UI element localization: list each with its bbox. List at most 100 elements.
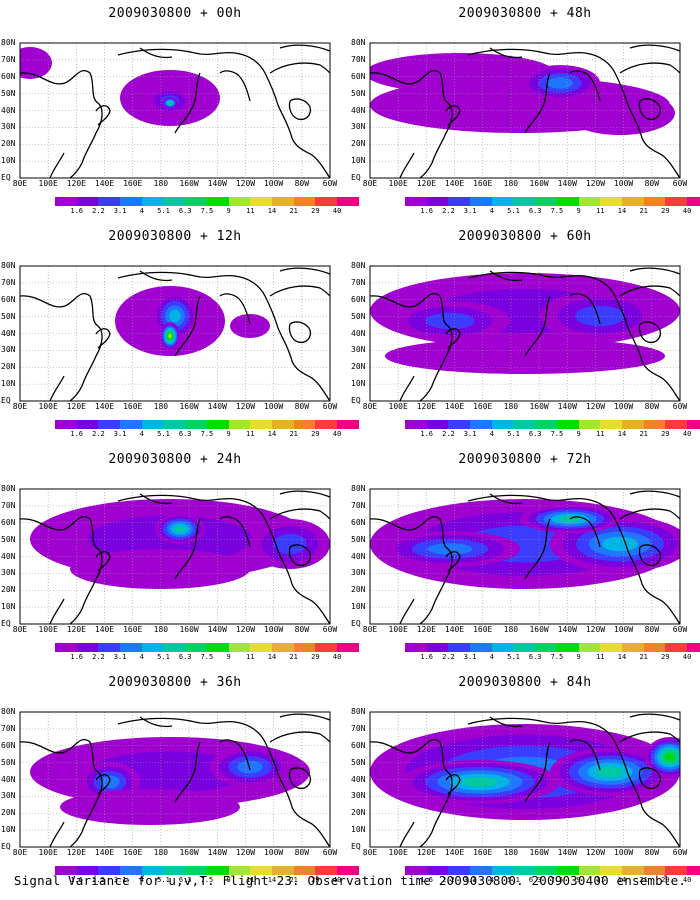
colorbar: [405, 420, 700, 429]
colorbar-swatch: [491, 643, 514, 652]
coastline: [49, 598, 65, 624]
longitude-label: 80W: [644, 402, 660, 411]
colorbar-label: 1.6: [420, 876, 434, 884]
latitude-label: 70N: [1, 54, 16, 64]
colorbar: [55, 197, 359, 206]
colorbar-label: 40: [682, 876, 692, 884]
coastline: [95, 774, 111, 795]
signal-variance-contour: [100, 775, 120, 789]
colorbar-label: 7.5: [200, 876, 214, 884]
colorbar-label: 21: [289, 876, 298, 884]
longitude-label: 160W: [179, 402, 199, 411]
longitude-label: 120E: [66, 848, 86, 857]
longitude-label: 120E: [416, 848, 436, 857]
coastline: [524, 295, 551, 357]
colorbar-label: 7.5: [550, 653, 564, 661]
map-plot: [369, 711, 681, 848]
colorbar-swatch: [315, 643, 337, 652]
longitude-label: 100W: [263, 179, 284, 188]
colorbar-label: 4: [139, 207, 144, 215]
colorbar: [405, 197, 700, 206]
colorbar-label: 7.5: [550, 876, 564, 884]
longitude-label: 80E: [362, 179, 378, 188]
latitude-label: 80N: [1, 484, 16, 493]
colorbar-label: 2.2: [92, 207, 105, 215]
longitude-label: 120W: [235, 179, 256, 188]
latitude-label: 40N: [351, 551, 366, 561]
coastline: [619, 62, 680, 74]
latitude-label: 30N: [351, 122, 366, 132]
longitude-label: 100W: [263, 848, 284, 857]
latitude-label: 40N: [1, 328, 16, 338]
colorbar-swatch: [141, 420, 164, 429]
coastline: [445, 105, 461, 126]
colorbar-swatch: [556, 420, 579, 429]
colorbar-swatch: [76, 643, 99, 652]
colorbar-label: 3.1: [113, 876, 127, 884]
latitude-label: 20N: [351, 139, 366, 149]
longitude-label: 140W: [207, 179, 227, 188]
longitude-label: 120E: [416, 625, 436, 634]
colorbar-label: 29: [311, 653, 320, 661]
coastline: [139, 47, 173, 59]
colorbar-swatch: [141, 866, 164, 875]
colorbar-swatch: [426, 420, 449, 429]
longitude-label: 160W: [529, 848, 549, 857]
coastline: [629, 44, 680, 52]
longitude-label: 140W: [207, 402, 227, 411]
colorbar-label: 7.5: [200, 653, 214, 661]
longitude-label: 60W: [322, 179, 338, 188]
colorbar-label: 29: [311, 207, 320, 215]
colorbar-swatch: [578, 643, 601, 652]
colorbar-swatch: [250, 420, 272, 429]
signal-variance-contour: [70, 549, 250, 589]
coastline: [370, 292, 453, 401]
latitude-label: 20N: [1, 139, 16, 149]
latitude-label: EQ: [1, 842, 11, 851]
colorbar-label: 9: [226, 207, 231, 215]
longitude-label: 160E: [123, 179, 143, 188]
colorbar-swatch: [470, 643, 492, 652]
longitude-label: 140E: [444, 848, 465, 857]
longitude-label: 80W: [294, 402, 310, 411]
colorbar-swatch: [621, 643, 644, 652]
colorbar-label: 2.2: [442, 653, 455, 661]
colorbar-swatch: [470, 866, 492, 875]
latitude-label: 50N: [1, 311, 16, 321]
coastline: [638, 321, 662, 344]
latitude-label: 50N: [351, 88, 366, 98]
colorbar-label: 29: [311, 876, 320, 884]
signal-variance-contour: [462, 777, 498, 787]
colorbar-swatch: [556, 197, 579, 206]
colorbar-label: 21: [289, 653, 298, 661]
latitude-label: EQ: [351, 173, 361, 182]
latitude-label: 80N: [351, 38, 366, 47]
map-plot: [369, 265, 681, 402]
colorbar-swatch: [578, 197, 601, 206]
longitude-label: 80E: [12, 848, 28, 857]
colorbar-label: 4: [139, 876, 144, 884]
colorbar-swatch: [271, 866, 294, 875]
colorbar-label: 1.6: [420, 653, 434, 661]
colorbar-swatch: [556, 643, 579, 652]
colorbar-label: 1.6: [420, 430, 434, 438]
colorbar-label: 4: [489, 876, 494, 884]
latitude-label: 40N: [351, 774, 366, 784]
panel-title: 2009030800 + 72h: [458, 452, 592, 467]
latitude-label: 10N: [1, 379, 16, 389]
coastline: [569, 516, 601, 548]
colorbar-swatch: [426, 197, 449, 206]
latitude-label: 70N: [1, 723, 16, 733]
colorbar-swatch: [405, 866, 427, 875]
signal-variance-contour: [60, 789, 240, 825]
colorbar-label: 5.1: [507, 653, 520, 661]
coastline: [489, 493, 523, 505]
colorbar-swatch: [535, 420, 557, 429]
colorbar-label: 21: [639, 876, 648, 884]
latitude-label: 80N: [351, 484, 366, 493]
longitude-label: 160E: [473, 848, 493, 857]
coastline: [489, 270, 523, 282]
colorbar-label: 9: [576, 876, 581, 884]
coastline: [399, 821, 415, 847]
coastline: [174, 295, 201, 357]
